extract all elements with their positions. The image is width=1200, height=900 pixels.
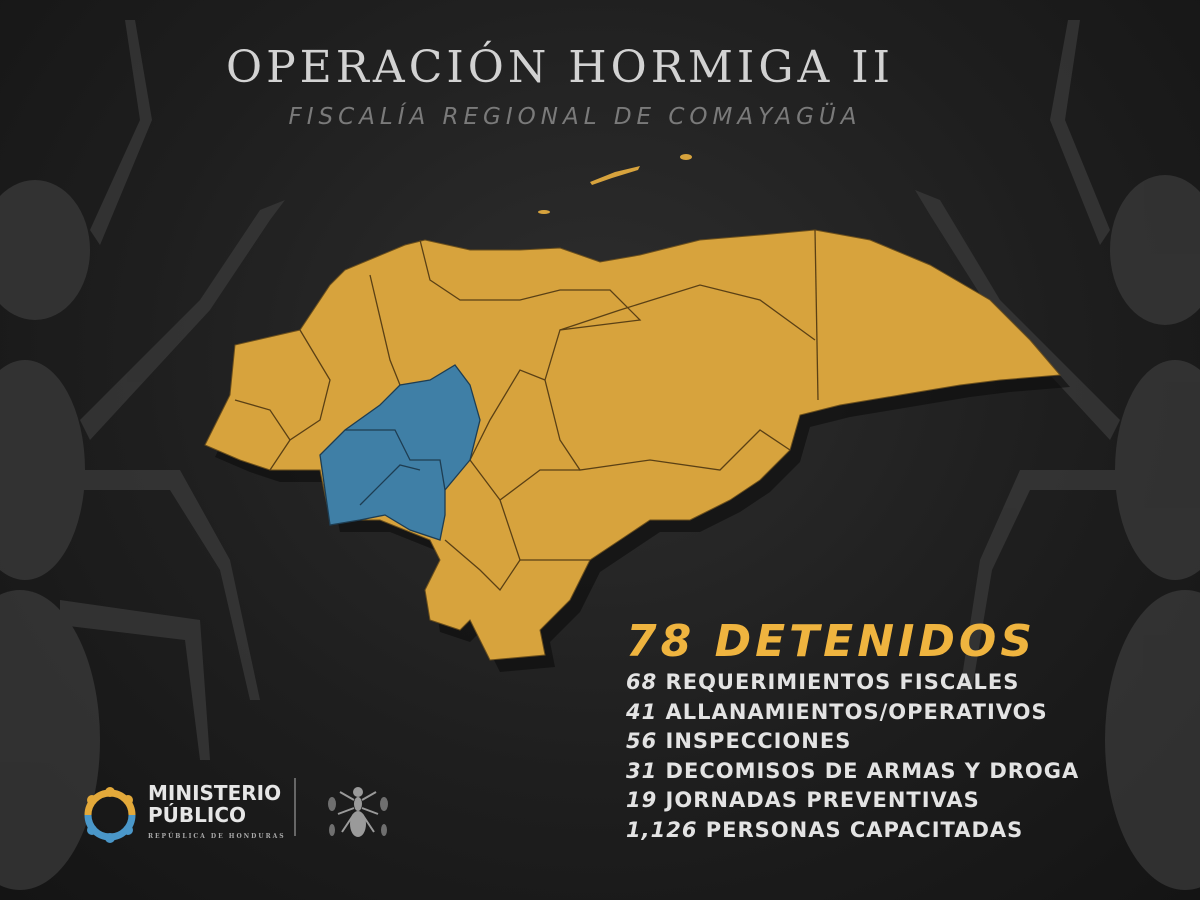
stat-label: ALLANAMIENTOS/OPERATIVOS <box>665 699 1048 724</box>
logo-divider <box>294 778 296 836</box>
people-circle-icon <box>84 787 136 843</box>
headline-label: DETENIDOS <box>714 616 1037 667</box>
stat-number: 56 <box>626 729 658 753</box>
department-borders <box>234 229 819 592</box>
page-title: OPERACIÓN HORMIGA II <box>226 42 894 93</box>
stat-row: 19 JORNADAS PREVENTIVAS <box>626 786 1079 816</box>
stat-number: 1,126 <box>626 817 698 842</box>
stat-number: 68 <box>626 670 658 694</box>
logo-line1: MINISTERIO <box>148 781 282 805</box>
ministerio-publico-logo: MINISTERIO PÚBLICO REPÚBLICA DE HONDURAS <box>80 782 286 848</box>
stat-label: DECOMISOS DE ARMAS Y DROGA <box>665 758 1080 783</box>
stat-row: 1,126 PERSONAS CAPACITADAS <box>626 816 1079 846</box>
stat-number: 41 <box>626 699 658 724</box>
map-region-comayagua-highlight <box>319 364 481 541</box>
stat-label: REQUERIMIENTOS FISCALES <box>665 670 1020 694</box>
headline-stat: 78 DETENIDOS <box>626 616 1079 668</box>
stat-label: INSPECCIONES <box>665 729 852 753</box>
bay-islands <box>538 154 692 214</box>
ants-icon <box>328 787 388 837</box>
map-honduras <box>204 229 1062 661</box>
ant-silhouette-left <box>0 20 285 890</box>
stat-row: 68 REQUERIMIENTOS FISCALES <box>626 668 1079 698</box>
stat-label: PERSONAS CAPACITADAS <box>705 817 1024 842</box>
headline-number: 78 <box>626 616 696 667</box>
logo-subline: REPÚBLICA DE HONDURAS <box>148 833 286 840</box>
stat-row: 41 ALLANAMIENTOS/OPERATIVOS <box>626 698 1079 728</box>
ant-silhouette-right <box>915 20 1200 890</box>
logo-line2: PÚBLICO <box>148 803 247 827</box>
page-subtitle: FISCALÍA REGIONAL DE COMAYAGÜA <box>288 104 862 130</box>
stats-panel: 78 DETENIDOS 68 REQUERIMIENTOS FISCALES … <box>626 616 1079 845</box>
stat-number: 19 <box>626 788 658 812</box>
stat-row: 56 INSPECCIONES <box>626 727 1079 757</box>
stat-label: JORNADAS PREVENTIVAS <box>665 788 980 812</box>
stat-number: 31 <box>626 758 658 783</box>
stat-row: 31 DECOMISOS DE ARMAS Y DROGA <box>626 757 1079 787</box>
